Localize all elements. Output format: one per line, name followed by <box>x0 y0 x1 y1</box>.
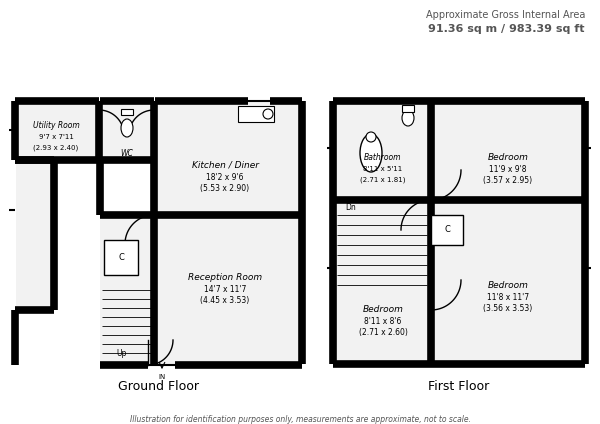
Text: 18'2 x 9'6: 18'2 x 9'6 <box>206 173 244 181</box>
Text: IN: IN <box>158 374 166 380</box>
Bar <box>100 101 154 160</box>
Text: Up: Up <box>117 349 127 357</box>
Text: 11'8 x 11'7: 11'8 x 11'7 <box>487 293 529 301</box>
Ellipse shape <box>121 119 133 137</box>
Text: Bathroom: Bathroom <box>364 153 402 162</box>
Bar <box>333 200 431 364</box>
Text: (2.71 x 2.60): (2.71 x 2.60) <box>359 329 407 338</box>
Text: Utility Room: Utility Room <box>32 122 79 131</box>
Bar <box>333 101 431 200</box>
Bar <box>16 160 54 310</box>
Bar <box>104 240 138 275</box>
Text: 8'11 x 8'6: 8'11 x 8'6 <box>364 318 401 326</box>
Text: 11'9 x 9'8: 11'9 x 9'8 <box>489 165 527 175</box>
Text: Approximate Gross Internal Area: Approximate Gross Internal Area <box>425 10 585 20</box>
Text: First Floor: First Floor <box>428 380 490 393</box>
Bar <box>238 106 274 122</box>
Text: 91.36 sq m / 983.39 sq ft: 91.36 sq m / 983.39 sq ft <box>428 24 585 34</box>
Bar <box>100 215 154 364</box>
Circle shape <box>263 109 273 119</box>
Text: WC: WC <box>121 148 133 157</box>
Bar <box>431 215 463 245</box>
Ellipse shape <box>360 134 382 172</box>
Text: Bedroom: Bedroom <box>488 153 529 162</box>
Text: (2.93 x 2.40): (2.93 x 2.40) <box>34 145 79 151</box>
Bar <box>431 101 585 200</box>
Text: Reception Room: Reception Room <box>188 273 262 282</box>
Bar <box>431 215 463 245</box>
Bar <box>16 101 99 160</box>
Text: Bedroom: Bedroom <box>488 281 529 290</box>
Bar <box>238 106 274 122</box>
Text: Illustration for identification purposes only, measurements are approximate, not: Illustration for identification purposes… <box>130 415 470 424</box>
Text: 14'7 x 11'7: 14'7 x 11'7 <box>204 285 246 295</box>
Ellipse shape <box>366 132 376 142</box>
Text: Ground Floor: Ground Floor <box>118 380 199 393</box>
Text: 9'7 x 7'11: 9'7 x 7'11 <box>38 134 73 140</box>
Text: Kitchen / Diner: Kitchen / Diner <box>191 161 259 170</box>
Text: 8'11 x 5'11: 8'11 x 5'11 <box>364 166 403 172</box>
Text: (3.57 x 2.95): (3.57 x 2.95) <box>484 176 533 186</box>
Bar <box>155 101 301 214</box>
Bar <box>431 200 585 364</box>
Bar <box>121 109 133 115</box>
Text: Bedroom: Bedroom <box>362 306 403 315</box>
Bar <box>155 215 301 364</box>
Text: C: C <box>118 253 124 262</box>
Text: (3.56 x 3.53): (3.56 x 3.53) <box>484 304 533 312</box>
Bar <box>104 240 138 275</box>
Text: (2.71 x 1.81): (2.71 x 1.81) <box>360 177 406 183</box>
Text: Dn: Dn <box>346 203 356 212</box>
Bar <box>402 105 414 112</box>
Text: C: C <box>444 226 450 234</box>
Ellipse shape <box>402 110 414 126</box>
Text: (5.53 x 2.90): (5.53 x 2.90) <box>200 184 250 192</box>
Text: (4.45 x 3.53): (4.45 x 3.53) <box>200 296 250 306</box>
